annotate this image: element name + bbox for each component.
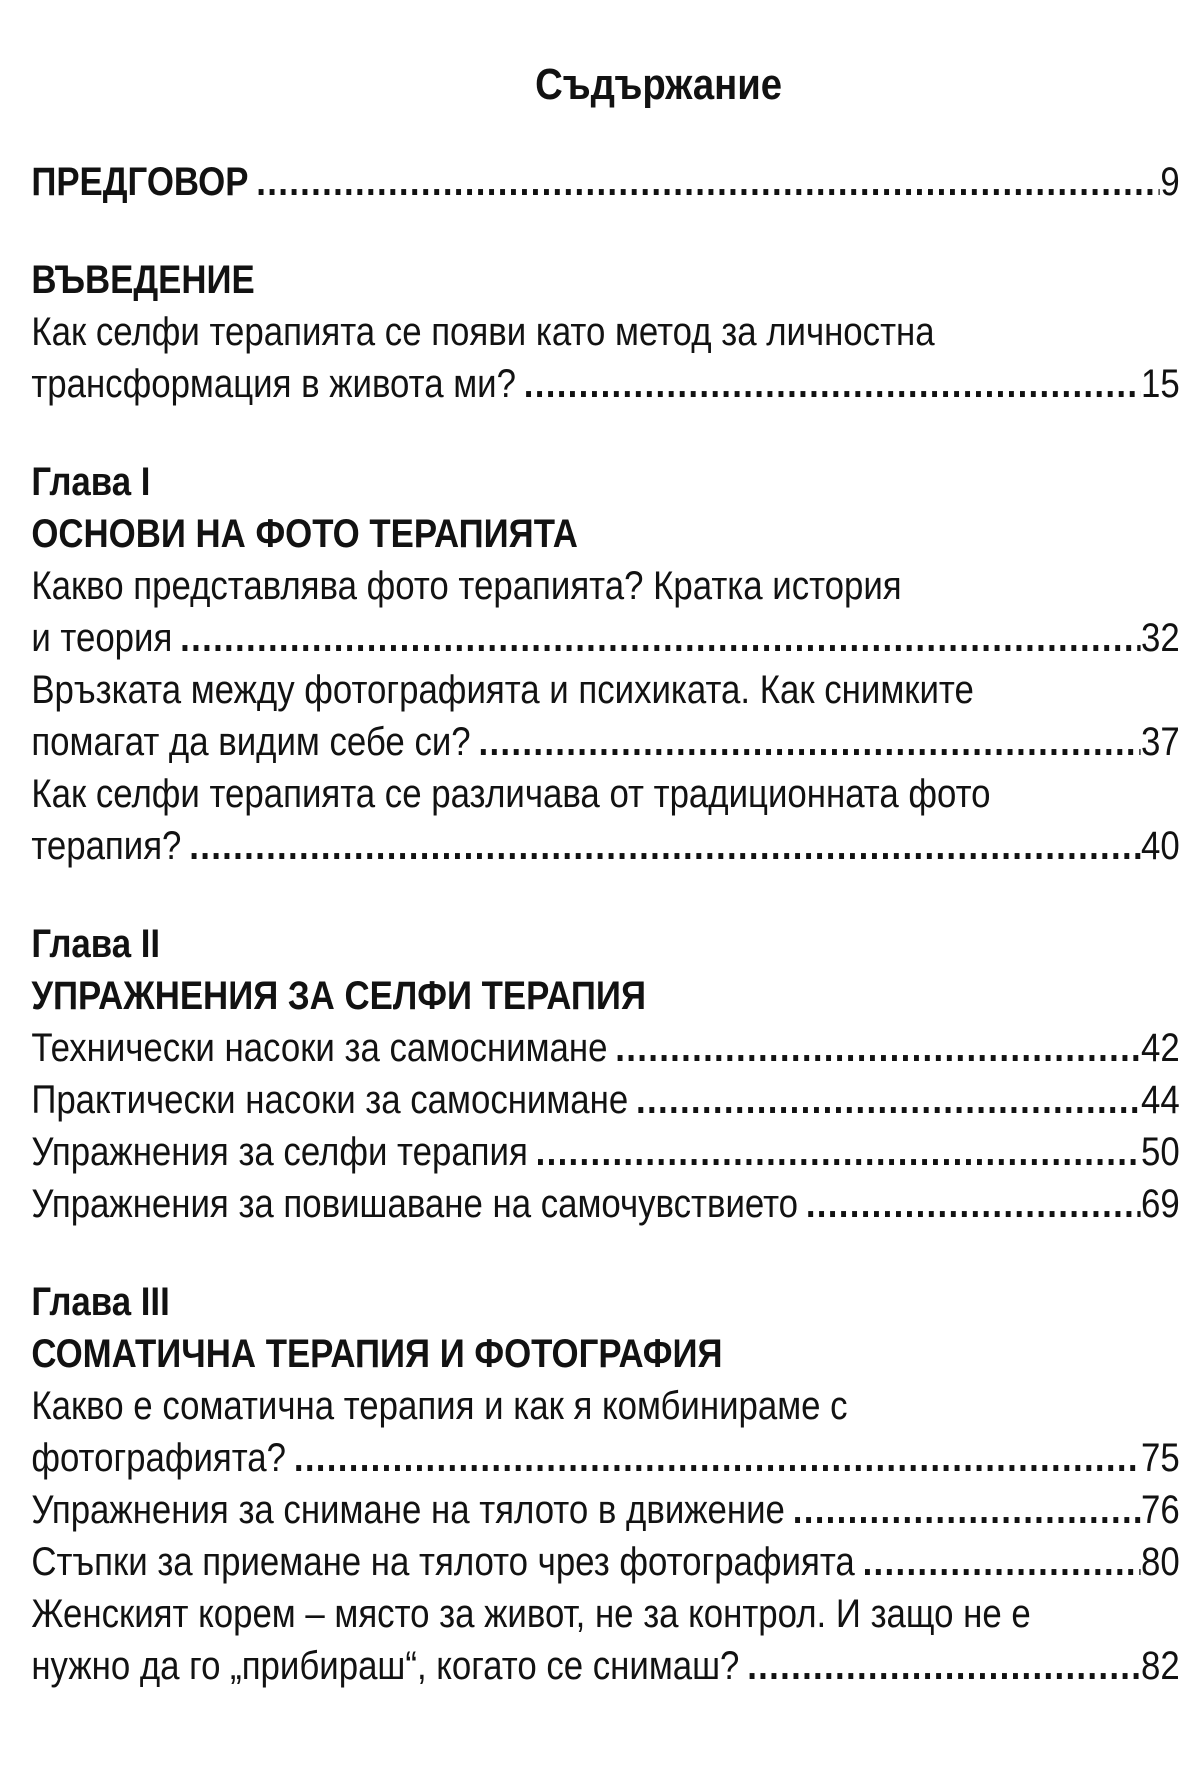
- entry-text: Упражнения за снимане на тялото в движен…: [31, 1488, 785, 1532]
- toc-page: Съдържание ПРЕДГОВОР 9 ВЪВЕДЕНИЕ Как сел…: [0, 0, 1204, 1692]
- entry-text-line: Как селфи терапията се различава от трад…: [31, 772, 991, 816]
- entry-line: помагат да видим себе си? 37: [31, 716, 1179, 768]
- entry-text: трансформация в живота ми?: [31, 362, 516, 406]
- entry-text-line: Женският корем – място за живот, не за к…: [31, 1592, 1031, 1636]
- entry-line: фотографията? 75: [31, 1432, 1179, 1484]
- toc-entry: Упражнения за повишаване на самочувствие…: [31, 1178, 1179, 1230]
- dot-leader: [256, 156, 1159, 208]
- toc-entry: Упражнения за снимане на тялото в движен…: [31, 1484, 1179, 1536]
- section-heading-introduction: ВЪВЕДЕНИЕ: [31, 254, 1179, 306]
- entry-line: Упражнения за повишаване на самочувствие…: [31, 1178, 1179, 1230]
- chapter-label-3: Глава III: [31, 1276, 1179, 1328]
- entry-text: ПРЕДГОВОР: [31, 160, 249, 204]
- dot-leader: [747, 1640, 1140, 1692]
- page-number: 37: [1141, 720, 1180, 764]
- toc-entry: Как селфи терапията се появи като метод …: [31, 306, 1179, 410]
- page-number: 82: [1141, 1644, 1180, 1688]
- page-number: 9: [1160, 160, 1180, 204]
- dot-leader: [793, 1484, 1140, 1536]
- dot-leader: [524, 358, 1140, 410]
- entry-text: Упражнения за селфи терапия: [31, 1130, 528, 1174]
- toc-entry: Какво е соматична терапия и как я комбин…: [31, 1380, 1179, 1484]
- dot-leader: [863, 1536, 1141, 1588]
- chapter-label-1: Глава I: [31, 456, 1179, 508]
- heading-text: Глава III: [31, 1280, 170, 1324]
- heading-text: ВЪВЕДЕНИЕ: [31, 258, 255, 302]
- entry-line: Практически насоки за самоснимане 44: [31, 1074, 1179, 1126]
- toc-entry: Какво представлява фото терапията? Кратк…: [31, 560, 1179, 664]
- toc-entry: Женският корем – място за живот, не за к…: [31, 1588, 1179, 1692]
- heading-text: Глава II: [31, 922, 161, 966]
- entry-line: и теория 32: [31, 612, 1179, 664]
- toc-entry-preface: ПРЕДГОВОР 9: [31, 156, 1179, 208]
- entry-text: Практически насоки за самоснимане: [31, 1078, 629, 1122]
- entry-text-line: Какво представлява фото терапията? Кратк…: [31, 564, 902, 608]
- entry-text-line: Как селфи терапията се появи като метод …: [31, 310, 935, 354]
- page-number: 42: [1141, 1026, 1180, 1070]
- entry-text: фотографията?: [31, 1436, 287, 1480]
- toc-entry: Как селфи терапията се различава от трад…: [31, 768, 1179, 872]
- heading-text: Глава I: [31, 460, 151, 504]
- dot-leader: [636, 1074, 1140, 1126]
- entry-text: Упражнения за повишаване на самочувствие…: [31, 1182, 799, 1226]
- toc-entry: Технически насоки за самоснимане 42: [31, 1022, 1179, 1074]
- entry-line: ПРЕДГОВОР 9: [31, 156, 1179, 208]
- entry-text: нужно да го „прибираш“, когато се снимаш…: [31, 1644, 740, 1688]
- page-number: 80: [1141, 1540, 1180, 1584]
- dot-leader: [294, 1432, 1140, 1484]
- toc-entry: Практически насоки за самоснимане 44: [31, 1074, 1179, 1126]
- entry-line: нужно да го „прибираш“, когато се снимаш…: [31, 1640, 1179, 1692]
- entry-text: Стъпки за приемане на тялото чрез фотогр…: [31, 1540, 855, 1584]
- entry-line: Стъпки за приемане на тялото чрез фотогр…: [31, 1536, 1179, 1588]
- entry-line: терапия? 40: [31, 820, 1179, 872]
- chapter-title-1: ОСНОВИ НА ФОТО ТЕРАПИЯТА: [31, 508, 1179, 560]
- dot-leader: [806, 1178, 1140, 1230]
- entry-text: терапия?: [31, 824, 182, 868]
- page-number: 44: [1141, 1078, 1180, 1122]
- entry-text: Технически насоки за самоснимане: [31, 1026, 608, 1070]
- page-title: Съдържание: [535, 60, 783, 109]
- dot-leader: [536, 1126, 1141, 1178]
- entry-line: Упражнения за снимане на тялото в движен…: [31, 1484, 1179, 1536]
- entry-text-line: Връзката между фотографията и психиката.…: [31, 668, 974, 712]
- chapter-title-3: СОМАТИЧНА ТЕРАПИЯ И ФОТОГРАФИЯ: [31, 1328, 1179, 1380]
- toc-entry: Упражнения за селфи терапия 50: [31, 1126, 1179, 1178]
- entry-line: трансформация в живота ми? 15: [31, 358, 1179, 410]
- page-number: 32: [1141, 616, 1180, 660]
- dot-leader: [478, 716, 1140, 768]
- heading-text: СОМАТИЧНА ТЕРАПИЯ И ФОТОГРАФИЯ: [31, 1332, 723, 1376]
- page-number: 50: [1141, 1130, 1180, 1174]
- entry-line: Упражнения за селфи терапия 50: [31, 1126, 1179, 1178]
- page-number: 40: [1141, 824, 1180, 868]
- chapter-label-2: Глава II: [31, 918, 1179, 970]
- dot-leader: [189, 820, 1140, 872]
- entry-text: и теория: [31, 616, 173, 660]
- heading-text: УПРАЖНЕНИЯ ЗА СЕЛФИ ТЕРАПИЯ: [31, 974, 646, 1018]
- heading-text: ОСНОВИ НА ФОТО ТЕРАПИЯТА: [31, 512, 578, 556]
- dot-leader: [615, 1022, 1140, 1074]
- dot-leader: [180, 612, 1140, 664]
- page-number: 76: [1141, 1488, 1180, 1532]
- page-number: 69: [1141, 1182, 1180, 1226]
- entry-text-line: Какво е соматична терапия и как я комбин…: [31, 1384, 848, 1428]
- page-number: 15: [1141, 362, 1180, 406]
- toc-entry: Връзката между фотографията и психиката.…: [31, 664, 1179, 768]
- chapter-title-2: УПРАЖНЕНИЯ ЗА СЕЛФИ ТЕРАПИЯ: [31, 970, 1179, 1022]
- toc-entry: Стъпки за приемане на тялото чрез фотогр…: [31, 1536, 1179, 1588]
- entry-text: помагат да видим себе си?: [31, 720, 471, 764]
- page-number: 75: [1141, 1436, 1180, 1480]
- entry-line: Технически насоки за самоснимане 42: [31, 1022, 1179, 1074]
